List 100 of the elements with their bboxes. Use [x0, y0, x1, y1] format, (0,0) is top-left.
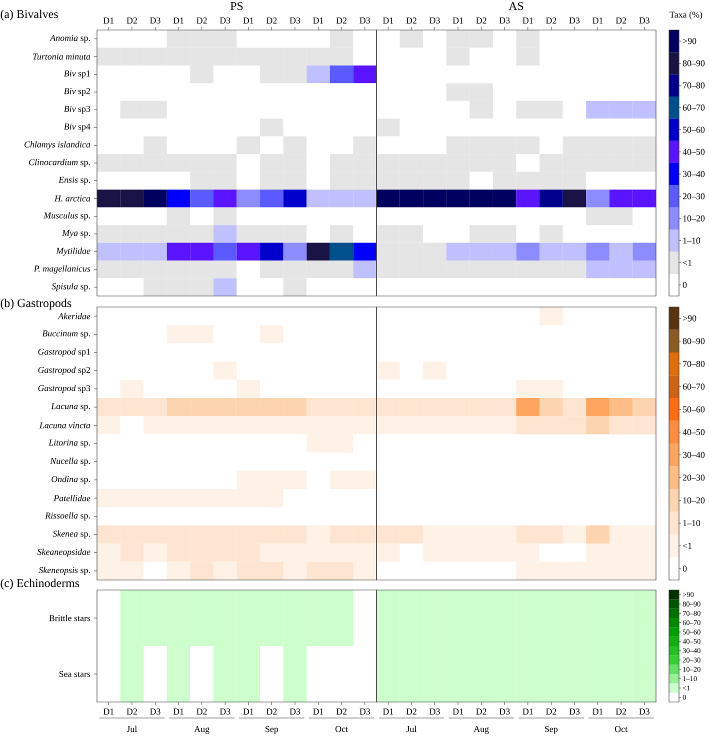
- color-bar-label: 30–40: [682, 171, 705, 178]
- text: Sep: [545, 726, 558, 734]
- color-bar-label: 70–80: [683, 360, 705, 367]
- color-bar-label: 40–50: [682, 429, 705, 436]
- y-tick-label: P. magellanicus: [34, 265, 90, 274]
- y-tick-label: Biv sp4: [64, 124, 90, 132]
- y-tick-label: Akeridae: [58, 312, 90, 320]
- color-bar-label: 80–90: [682, 338, 705, 344]
- x-tick-label: D3: [639, 17, 650, 24]
- x-tick-label: D3: [499, 17, 510, 24]
- color-bar-label: 20–30: [682, 193, 705, 200]
- y-tick-label: Gastropod sp1: [38, 348, 90, 357]
- x-tick-label: D2: [266, 18, 277, 24]
- y-tick-label: Musculus sp.: [44, 212, 90, 220]
- x-tick-label: D1: [522, 18, 533, 24]
- x-tick-label: D2: [476, 708, 486, 714]
- x-tick-label: D3: [360, 17, 370, 24]
- y-tick-label: Ensis sp.: [58, 176, 90, 185]
- color-bar-label: <1: [682, 260, 692, 266]
- color-bar-label: 20–30: [682, 474, 705, 481]
- y-tick-label: Brittle stars: [49, 614, 90, 622]
- y-tick-label: Gastropod sp2: [38, 366, 90, 375]
- x-tick-label: D1: [313, 18, 324, 24]
- x-tick-label: D1: [452, 708, 463, 714]
- chart-subtitle: (c) Echinoderms: [0, 578, 80, 590]
- color-bar-label: >90: [682, 38, 696, 44]
- text: Jul: [126, 726, 137, 732]
- y-tick-label: Nucella sp.: [50, 458, 90, 466]
- x-tick-label: D1: [243, 18, 254, 24]
- y-tick-label: Buccinum sp.: [42, 330, 90, 338]
- y-tick-label: Lacuna vincta: [39, 422, 90, 428]
- y-tick-label: Ondina sp.: [52, 476, 90, 484]
- text: Jul: [406, 726, 416, 732]
- y-tick-label: Gastropod sp3: [38, 384, 90, 393]
- color-bar-label: 70–80: [683, 82, 705, 88]
- chart-subtitle: (a) Bivalves: [0, 10, 58, 21]
- x-tick-label: D2: [336, 18, 347, 24]
- text: PS: [230, 2, 243, 10]
- y-tick-label: Patellidae: [54, 494, 90, 502]
- color-bar-label: 40–50: [682, 148, 705, 155]
- x-tick-label: D2: [546, 18, 556, 24]
- x-tick-label: D2: [126, 18, 137, 24]
- x-tick-label: D3: [569, 17, 580, 24]
- x-tick-label: D3: [499, 708, 510, 715]
- y-tick-label: Mytilidae: [56, 248, 90, 256]
- y-tick-label: Skeneopsis sp.: [38, 566, 90, 575]
- text: Oct: [614, 726, 628, 732]
- y-tick-label: Skenea sp.: [52, 530, 90, 539]
- x-tick-label: D2: [406, 18, 416, 24]
- x-tick-label: D1: [592, 18, 603, 24]
- y-tick-label: Turtonia minuta: [33, 54, 90, 60]
- color-bar-label: <1: [682, 542, 692, 549]
- color-bar-label: 1–10: [683, 238, 700, 244]
- text: AS: [508, 2, 524, 10]
- y-tick-label: Anomia sp.: [50, 34, 90, 43]
- y-tick-label: Clinocardium sp.: [29, 158, 90, 168]
- x-tick-label: D2: [476, 18, 486, 24]
- y-tick-label: H. arctica: [54, 195, 90, 202]
- x-tick-label: D2: [406, 708, 416, 714]
- x-tick-label: D1: [103, 708, 114, 714]
- color-bar-label: 1–10: [683, 520, 700, 526]
- color-bar-label: 30–40: [682, 452, 705, 458]
- color-bar-title: Taxa (%): [670, 11, 702, 20]
- color-bar-label: 80–90: [682, 60, 705, 66]
- x-tick-label: D1: [382, 18, 394, 24]
- color-bar-label: 60–70: [682, 384, 705, 390]
- x-tick-label: D1: [173, 708, 184, 714]
- x-tick-label: D1: [313, 708, 324, 714]
- color-bar-label: 10–20: [683, 497, 705, 504]
- text: Aug: [194, 726, 210, 734]
- x-tick-label: D3: [569, 708, 580, 715]
- x-tick-label: D2: [126, 708, 137, 714]
- x-tick-label: D1: [452, 18, 463, 24]
- y-tick-label: Biv sp2: [64, 88, 90, 96]
- color-bar-label: 50–60: [683, 406, 705, 412]
- y-tick-label: Rissoella sp.: [45, 512, 90, 520]
- y-tick-label: Skeaneopsidae: [37, 548, 90, 557]
- x-tick-label: D2: [616, 708, 626, 714]
- x-tick-label: D2: [336, 708, 347, 714]
- x-tick-label: D3: [290, 17, 300, 24]
- color-bar-label: 60–70: [682, 104, 705, 111]
- x-tick-label: D3: [430, 17, 440, 24]
- y-tick-label: Sea stars: [59, 670, 90, 678]
- x-tick-label: D1: [382, 708, 394, 714]
- x-tick-label: D2: [196, 18, 207, 24]
- chart-subtitle: (b) Gastropods: [0, 298, 72, 310]
- y-tick-label: Spisula sp.: [52, 283, 90, 292]
- color-bar-label: 10–20: [683, 215, 705, 222]
- x-tick-label: D1: [522, 708, 533, 714]
- x-tick-label: D3: [220, 17, 230, 24]
- x-tick-label: D1: [173, 18, 184, 24]
- color-bar-label: 50–60: [683, 126, 705, 133]
- x-tick-label: D2: [616, 18, 626, 24]
- x-tick-label: D3: [290, 708, 300, 715]
- y-tick-label: Mya sp.: [62, 230, 90, 238]
- x-tick-label: D1: [243, 708, 254, 714]
- x-tick-label: D1: [103, 18, 114, 24]
- text: Sep: [266, 726, 278, 734]
- color-bar-label: 0: [682, 282, 687, 288]
- x-tick-label: D3: [639, 708, 650, 715]
